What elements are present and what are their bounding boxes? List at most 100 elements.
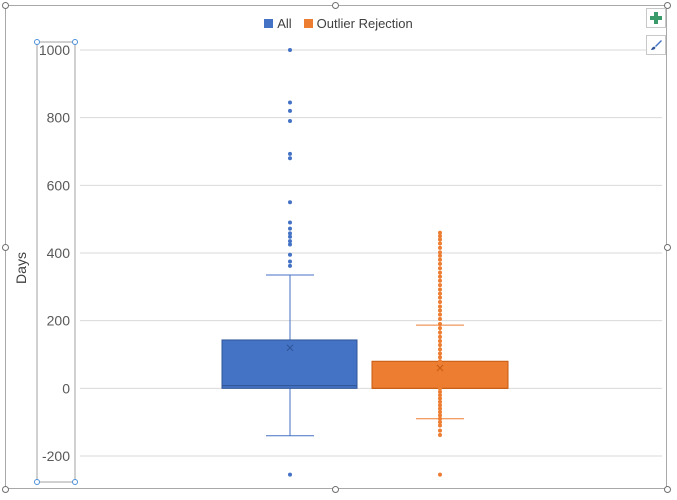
data-point: [438, 245, 442, 250]
data-point: [438, 261, 442, 266]
y-tick-label: 0: [62, 380, 70, 396]
legend[interactable]: All Outlier Rejection: [0, 16, 677, 31]
resize-handle-top-middle[interactable]: [332, 2, 339, 9]
axis-handle-top-right[interactable]: [72, 39, 78, 45]
data-point: [288, 100, 292, 105]
data-point: [288, 200, 292, 205]
data-point: [288, 156, 292, 161]
data-point: [438, 295, 442, 300]
data-point: [438, 338, 442, 343]
legend-item-all[interactable]: All: [264, 16, 292, 31]
data-point: [438, 347, 442, 352]
y-axis-tick-labels: 1000 800 600 400 200 0 -200: [39, 42, 70, 464]
legend-item-outlier-rejection[interactable]: Outlier Rejection: [303, 16, 413, 31]
data-point: [438, 316, 442, 321]
data-point: [438, 406, 442, 411]
legend-swatch-all: [264, 19, 274, 28]
data-point: [438, 343, 442, 348]
data-point: [288, 252, 292, 257]
data-point: [288, 263, 292, 268]
axis-handle-bottom-left[interactable]: [34, 479, 40, 485]
mean-marker: [286, 344, 294, 352]
data-point: [438, 386, 442, 391]
data-point: [438, 420, 442, 425]
data-point: [438, 362, 442, 367]
data-point: [438, 389, 442, 394]
data-point: [438, 278, 442, 283]
data-point: [438, 376, 442, 381]
data-point: [438, 326, 442, 331]
chart-styles-button[interactable]: [646, 35, 666, 55]
axis-handle-top-left[interactable]: [34, 39, 40, 45]
data-point: [438, 359, 442, 364]
data-point: [438, 403, 442, 408]
y-tick-label: 1000: [39, 42, 70, 58]
data-point: [438, 237, 442, 242]
data-point: [438, 330, 442, 335]
data-point: [438, 257, 442, 262]
y-tick-label: 200: [47, 313, 71, 329]
paintbrush-icon: [651, 40, 662, 50]
data-point: [288, 239, 292, 244]
data-point: [438, 291, 442, 296]
data-point: [438, 304, 442, 309]
legend-swatch-outlier-rejection: [303, 19, 313, 28]
gridlines: [80, 49, 662, 457]
data-point: [438, 300, 442, 305]
chart-elements-button[interactable]: [646, 8, 666, 28]
resize-handle-top-left[interactable]: [2, 2, 9, 9]
resize-handle-middle-right[interactable]: [664, 244, 671, 251]
axis-handle-bottom-right[interactable]: [72, 479, 78, 485]
data-point: [438, 270, 442, 275]
series-all[interactable]: [221, 48, 358, 477]
data-point: [288, 242, 292, 247]
y-tick-label: -200: [42, 448, 70, 464]
y-axis-selection-box[interactable]: [36, 41, 76, 483]
data-point: [438, 369, 442, 374]
data-point: [438, 393, 442, 398]
series-outlier-rejection[interactable]: [371, 230, 509, 477]
y-tick-label: 400: [47, 245, 71, 261]
data-point: [438, 234, 442, 239]
data-point: [288, 231, 292, 236]
data-point: [438, 382, 442, 387]
data-point: [288, 226, 292, 231]
resize-handle-bottom-middle[interactable]: [332, 486, 339, 493]
data-point: [438, 266, 442, 271]
data-point: [438, 351, 442, 356]
data-point: [438, 312, 442, 317]
data-point: [438, 322, 442, 327]
plus-icon: [650, 12, 662, 24]
resize-handle-bottom-left[interactable]: [2, 486, 9, 493]
data-point: [438, 334, 442, 339]
data-point: [438, 428, 442, 433]
data-point: [438, 230, 442, 235]
legend-label-outlier-rejection: Outlier Rejection: [316, 16, 413, 31]
data-point: [438, 253, 442, 258]
data-point: [438, 355, 442, 360]
data-point: [438, 274, 442, 279]
data-point: [288, 234, 292, 239]
legend-label-all: All: [277, 16, 292, 31]
mean-marker: [436, 364, 444, 372]
y-axis-title[interactable]: Days: [13, 252, 29, 284]
data-point: [438, 472, 442, 477]
data-point: [438, 416, 442, 421]
resize-handle-top-right[interactable]: [664, 2, 671, 9]
data-point: [438, 399, 442, 404]
data-point: [438, 433, 442, 438]
data-point: [438, 287, 442, 292]
data-point: [288, 151, 292, 156]
data-point: [438, 308, 442, 313]
resize-handle-middle-left[interactable]: [2, 244, 9, 251]
data-point: [438, 241, 442, 246]
data-point: [288, 220, 292, 225]
data-point: [438, 413, 442, 418]
data-point: [438, 379, 442, 384]
data-point: [438, 250, 442, 255]
resize-handle-bottom-right[interactable]: [664, 486, 671, 493]
data-point: [288, 472, 292, 477]
y-tick-label: 800: [47, 110, 71, 126]
